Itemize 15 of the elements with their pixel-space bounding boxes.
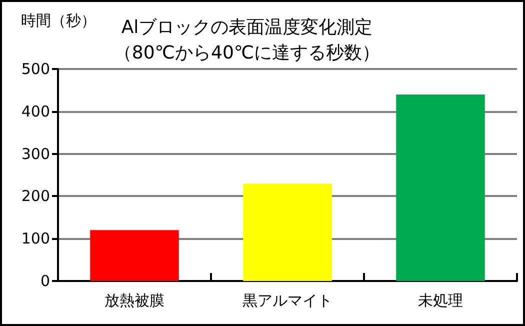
y-tick-label: 500 [21,60,50,78]
chart-title: Alブロックの表面温度変化測定 [121,17,373,38]
chart-subtitle: （80℃から40℃に達する秒数） [114,42,380,64]
y-tick-label: 200 [21,187,50,206]
bar [90,230,179,281]
y-axis-title: 時間（秒） [21,12,96,30]
y-tick-label: 0 [40,272,50,290]
y-tick-label: 300 [21,144,50,163]
x-tick-label: 未処理 [418,292,463,310]
y-tick-label: 400 [21,102,50,120]
x-tick-label: 黒アルマイト [242,292,332,310]
bar [243,183,332,281]
y-tick-label: 100 [21,230,50,248]
bar [396,94,485,281]
x-tick-label: 放熱被膜 [104,292,164,310]
